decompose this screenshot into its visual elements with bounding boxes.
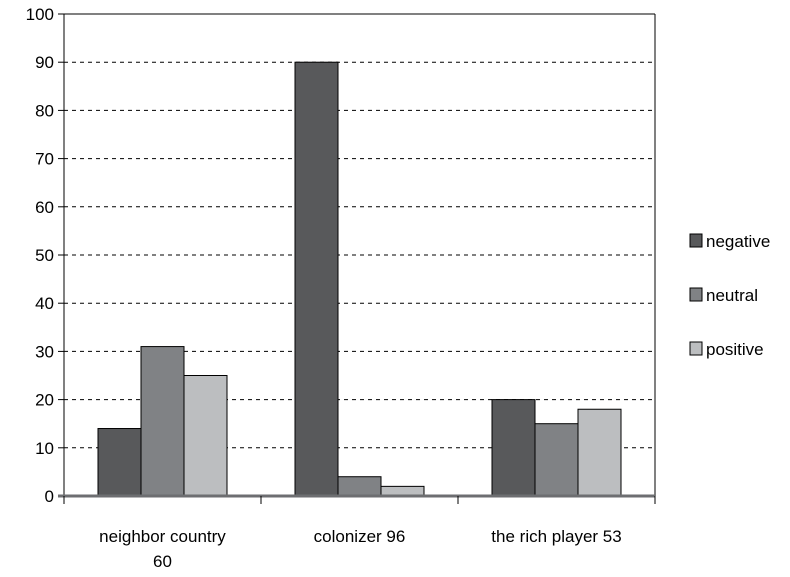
x-category-label-line: 60 (153, 552, 172, 571)
y-tick-label: 30 (35, 342, 54, 361)
x-category-label: the rich player 53 (491, 527, 621, 546)
bar-positive-2 (577, 408, 622, 497)
bar-positive-0 (183, 375, 228, 497)
legend-swatch-positive (689, 341, 703, 356)
x-category-label-line: colonizer 96 (314, 527, 406, 546)
y-tick-label: 40 (35, 294, 54, 313)
legend-label-negative: negative (706, 232, 770, 251)
x-category-label-line: neighbor country (99, 527, 226, 546)
bar-negative-1 (294, 61, 339, 497)
legend-label-neutral: neutral (706, 286, 758, 305)
bar-neutral-2 (534, 423, 579, 497)
x-category-label: neighbor country 60 (99, 527, 226, 571)
bar-neutral-0 (140, 346, 185, 497)
bars (97, 61, 622, 497)
bar-negative-0 (97, 428, 142, 497)
x-category-labels: neighbor country 60 colonizer 96 the rich p… (99, 527, 622, 571)
x-category-label-line: the rich player 53 (491, 527, 621, 546)
y-tick-labels: 0 10 20 30 40 50 60 70 80 90 100 (26, 5, 54, 506)
y-tick-label: 50 (35, 246, 54, 265)
y-tick-label: 80 (35, 101, 54, 120)
bar-neutral-1 (337, 476, 382, 497)
y-tick-label: 70 (35, 150, 54, 169)
y-tick-label: 100 (26, 5, 54, 24)
legend-swatch-negative (689, 233, 703, 248)
bar-negative-2 (491, 399, 536, 497)
y-tick-label: 90 (35, 53, 54, 72)
y-tick-label: 20 (35, 391, 54, 410)
legend-swatch-neutral (689, 287, 703, 302)
legend-label-positive: positive (706, 340, 764, 359)
axes (58, 13, 656, 504)
y-tick-label: 0 (45, 487, 54, 506)
x-category-label: colonizer 96 (314, 527, 406, 546)
y-tick-label: 10 (35, 439, 54, 458)
legend: negative neutral positive (689, 232, 770, 359)
y-tick-label: 60 (35, 198, 54, 217)
